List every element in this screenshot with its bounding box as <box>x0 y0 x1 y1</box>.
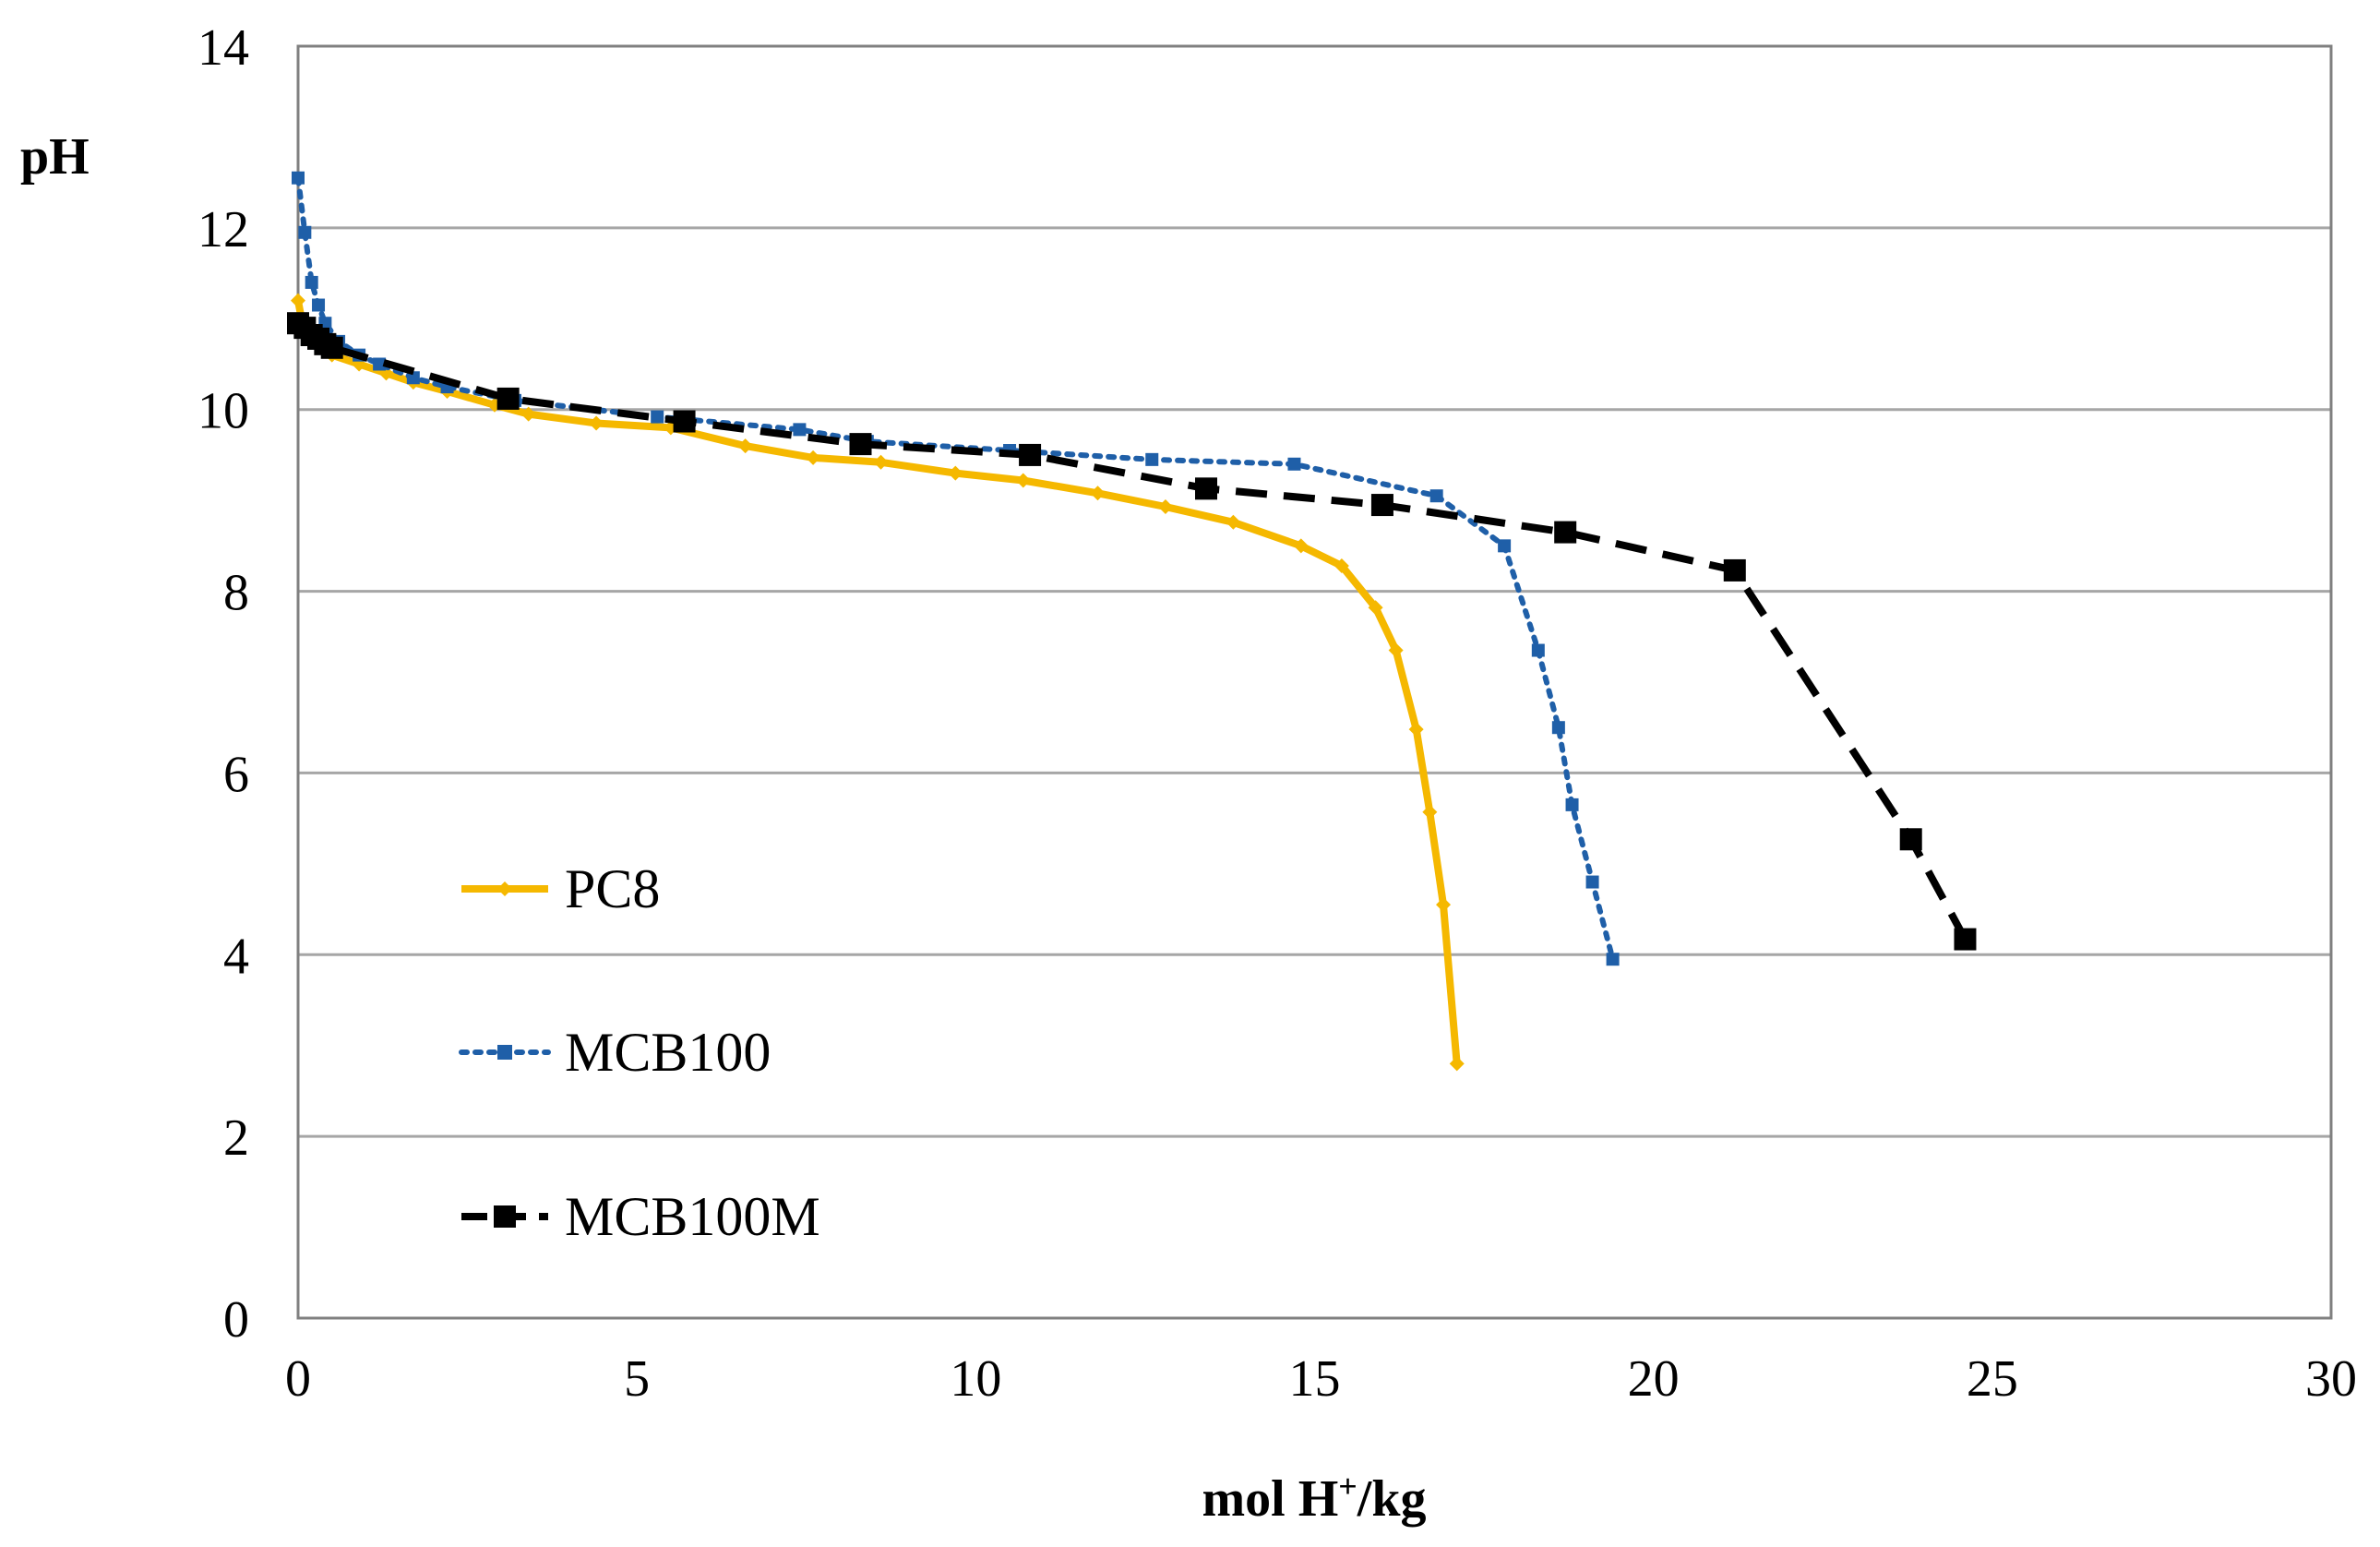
data-point-mcb100m <box>673 410 696 433</box>
legend-label: MCB100 <box>565 1022 771 1083</box>
data-point-pc8 <box>1422 804 1438 820</box>
data-point-mcb100 <box>651 410 664 424</box>
legend-label: PC8 <box>565 858 660 919</box>
x-tick-label: 5 <box>624 1350 650 1408</box>
data-point-mcb100m <box>1195 477 1218 500</box>
data-point-mcb100 <box>292 171 305 185</box>
data-point-pc8 <box>1157 499 1173 515</box>
data-point-mcb100 <box>312 298 326 312</box>
y-tick-label: 8 <box>223 565 249 622</box>
legend-item-mcb100m: MCB100M <box>461 1186 820 1247</box>
data-point-mcb100 <box>1531 643 1545 657</box>
gridlines <box>298 226 2331 1138</box>
y-tick-label: 14 <box>197 19 249 77</box>
legend-swatch-marker <box>497 1045 512 1060</box>
data-point-mcb100m <box>320 336 343 359</box>
x-axis-title-suffix: /kg <box>1357 1470 1427 1528</box>
x-tick-label: 25 <box>1967 1350 2018 1408</box>
data-point-mcb100 <box>373 357 387 371</box>
legend-item-mcb100: MCB100 <box>459 1022 771 1083</box>
data-point-pc8 <box>1388 642 1404 658</box>
data-point-pc8 <box>1436 897 1452 913</box>
x-tick-label: 30 <box>2305 1350 2357 1408</box>
y-tick-label: 2 <box>223 1109 249 1167</box>
y-tick-label: 12 <box>197 201 249 258</box>
data-point-mcb100 <box>1145 452 1159 466</box>
data-point-pc8 <box>737 438 753 454</box>
data-point-mcb100 <box>1606 953 1620 966</box>
legend-label: MCB100M <box>565 1186 820 1247</box>
data-point-mcb100 <box>1498 539 1512 553</box>
x-tick-label: 10 <box>950 1350 1001 1408</box>
data-point-pc8 <box>1090 486 1106 501</box>
legend-item-pc8: PC8 <box>461 858 660 919</box>
x-tick-label: 0 <box>285 1350 311 1408</box>
legend-swatch-marker <box>494 1205 516 1228</box>
legend: PC8 MCB100 MCB100M <box>459 858 820 1247</box>
data-point-pc8 <box>873 454 889 470</box>
data-point-mcb100m <box>849 433 872 456</box>
data-point-mcb100 <box>305 275 318 289</box>
x-axis-title: mol H+/kg <box>1202 1468 1427 1528</box>
data-point-pc8 <box>1226 514 1241 530</box>
data-point-pc8 <box>1408 722 1424 738</box>
y-axis-tick-labels: 0 2 4 6 8 10 12 14 <box>197 19 249 1349</box>
x-axis-title-superscript: + <box>1338 1468 1357 1505</box>
data-point-pc8 <box>806 450 821 465</box>
data-point-mcb100 <box>1565 797 1579 811</box>
x-axis-tick-labels: 0 5 10 15 20 25 30 <box>285 1350 2357 1408</box>
data-point-mcb100 <box>298 225 312 239</box>
data-point-pc8 <box>948 465 963 481</box>
data-point-pc8 <box>520 406 536 422</box>
data-point-mcb100m <box>1954 928 1977 951</box>
legend-swatch-marker <box>497 881 512 896</box>
y-tick-label: 10 <box>197 383 249 440</box>
data-point-pc8 <box>1334 558 1349 574</box>
data-point-mcb100 <box>1287 457 1301 471</box>
data-point-mcb100m <box>1370 494 1393 517</box>
plot-area-frame <box>296 44 2333 1320</box>
data-point-mcb100 <box>1585 875 1599 889</box>
data-point-mcb100 <box>793 423 807 437</box>
data-point-mcb100m <box>1019 443 1042 466</box>
data-point-pc8 <box>1368 600 1383 616</box>
data-point-mcb100m <box>1899 828 1922 851</box>
data-point-mcb100 <box>1551 721 1565 735</box>
data-point-mcb100m <box>1723 558 1746 582</box>
x-tick-label: 15 <box>1289 1350 1341 1408</box>
data-point-mcb100 <box>1429 489 1443 503</box>
data-point-pc8 <box>1015 473 1031 488</box>
y-tick-label: 0 <box>223 1291 249 1349</box>
data-point-pc8 <box>1293 538 1309 554</box>
x-axis-title-prefix: mol H <box>1202 1470 1339 1528</box>
x-tick-label: 20 <box>1628 1350 1680 1408</box>
data-point-pc8 <box>291 293 305 308</box>
series-mcb100m <box>287 312 1977 951</box>
y-tick-label: 6 <box>223 746 249 803</box>
data-point-pc8 <box>589 415 604 431</box>
series-layer <box>287 171 1977 1072</box>
data-point-pc8 <box>1449 1056 1465 1072</box>
y-tick-label: 4 <box>223 928 249 985</box>
data-point-mcb100m <box>1554 521 1577 544</box>
data-point-mcb100m <box>496 387 520 410</box>
y-axis-title: pH <box>20 128 90 186</box>
data-point-mcb100 <box>406 371 420 385</box>
